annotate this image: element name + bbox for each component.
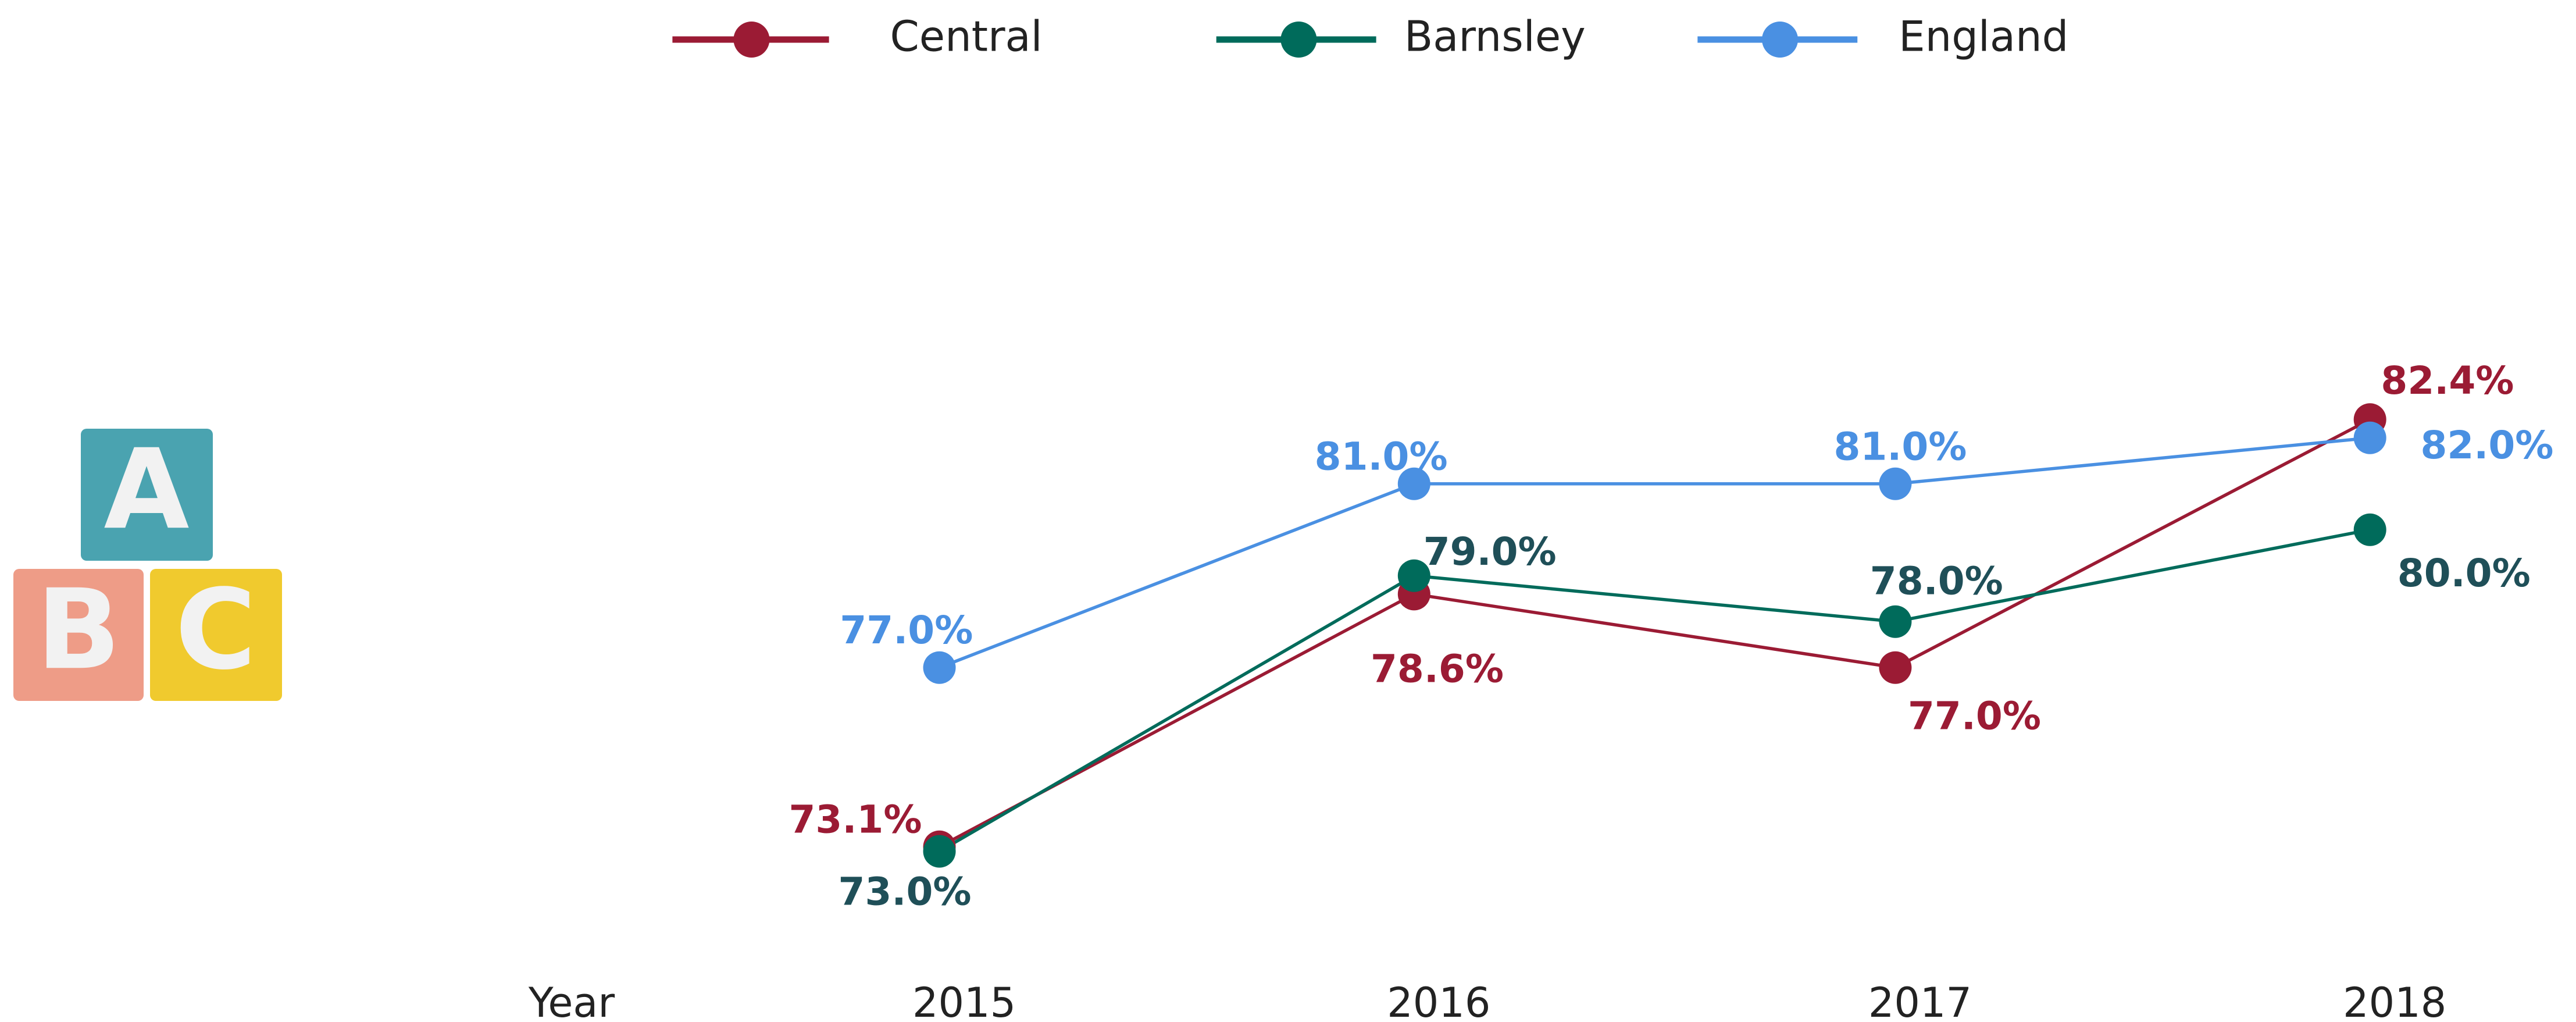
legend-item: Barnsley	[1216, 12, 1586, 61]
data-label: 82.4%	[2381, 358, 2514, 403]
legend-marker	[1762, 22, 1799, 58]
data-point	[1879, 605, 1912, 638]
x-axis-label: Year	[528, 979, 615, 1022]
data-label: 73.0%	[839, 869, 972, 914]
legend-item: Central	[672, 12, 1043, 61]
legend-label: Barnsley	[1404, 12, 1586, 61]
x-tick-label: 2018	[2343, 979, 2446, 1022]
data-point	[923, 651, 956, 684]
series-line	[939, 418, 2371, 849]
data-label: 78.6%	[1371, 647, 1504, 692]
data-label: 77.0%	[1908, 694, 2041, 739]
data-label: 79.0%	[1423, 529, 1557, 574]
block-letter: A	[104, 425, 189, 554]
legend-item: England	[1697, 12, 2068, 61]
legend-label: Central	[890, 12, 1043, 61]
x-tick-label: 2016	[1387, 979, 1490, 1022]
data-point	[1879, 467, 1912, 500]
data-point	[1879, 651, 1912, 684]
data-label: 81.0%	[1833, 424, 1967, 469]
data-label: 77.0%	[840, 608, 973, 653]
block-letter: B	[37, 565, 121, 694]
legend-marker	[1280, 22, 1317, 58]
data-label: 81.0%	[1315, 434, 1448, 479]
x-tick-label: 2015	[912, 979, 1016, 1022]
data-point	[2353, 421, 2386, 454]
abc-icon: A B C	[13, 425, 282, 701]
legend-marker	[733, 22, 770, 58]
data-label: 73.1%	[789, 797, 922, 842]
data-point	[1397, 559, 1430, 592]
series-line	[939, 528, 2371, 853]
data-point	[2353, 513, 2386, 546]
block-letter: C	[175, 565, 256, 694]
data-label: 78.0%	[1870, 559, 2003, 604]
data-point	[1397, 467, 1430, 500]
legend-label: England	[1899, 12, 2068, 61]
data-point	[923, 835, 956, 868]
data-label: 82.0%	[2420, 423, 2553, 468]
block-c	[150, 569, 282, 701]
x-tick-label: 2017	[1868, 979, 1972, 1022]
block-a	[81, 429, 213, 561]
series-line	[939, 436, 2370, 670]
block-b	[13, 569, 144, 701]
data-label: 80.0%	[2397, 551, 2531, 596]
